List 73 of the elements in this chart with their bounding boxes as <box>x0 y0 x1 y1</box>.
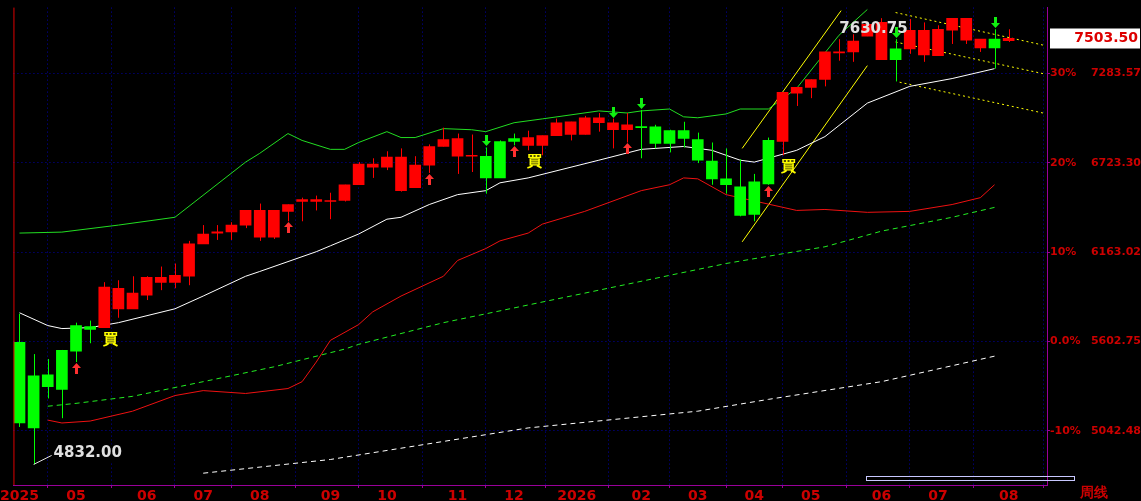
y2-tick-label: 10% <box>1050 245 1077 259</box>
candlestick <box>423 143 436 174</box>
line-series <box>202 355 996 474</box>
x-tick-label: 06 <box>136 487 157 501</box>
candlestick <box>988 28 1001 70</box>
candlestick <box>960 17 973 45</box>
annotation: 買 <box>780 157 797 176</box>
candlestick <box>41 358 54 399</box>
x-tick-label: 07 <box>193 487 213 501</box>
candlestick <box>154 266 167 291</box>
candlestick <box>649 124 662 149</box>
x-tick-label: 12 <box>504 487 524 501</box>
x-tick-label: 2025 <box>0 487 39 501</box>
candlestick <box>578 115 591 136</box>
candlestick <box>564 121 577 141</box>
candlestick <box>197 224 210 245</box>
candlestick <box>169 263 181 289</box>
x-tick-label: 07 <box>928 487 948 501</box>
candlestick <box>112 279 125 319</box>
x-tick-label: 04 <box>744 487 765 501</box>
candlestick <box>140 275 153 301</box>
candlestick <box>804 79 817 99</box>
x-tick-label: 05 <box>66 487 86 501</box>
x-tick-label: 11 <box>447 487 468 501</box>
candlestick <box>437 127 450 147</box>
y-tick-label: 5042.48 <box>1090 423 1141 437</box>
annotation: 4832.00 <box>53 443 122 462</box>
candlestick <box>84 320 96 344</box>
candlestick <box>536 135 549 156</box>
candlestick <box>409 155 421 189</box>
candlestick <box>465 134 478 173</box>
candlestick <box>889 38 902 82</box>
candlestick <box>479 146 492 195</box>
y-tick-label: 6163.02 <box>1090 245 1141 259</box>
y-tick-label: 5602.75 <box>1090 334 1141 348</box>
y-tick-label: 7283.57 <box>1090 66 1141 80</box>
candlestick <box>352 161 365 186</box>
candlestick <box>691 132 704 164</box>
candlestick <box>790 86 803 107</box>
y2-tick-label: 0.0% <box>1050 334 1081 348</box>
x-tick-label: 2026 <box>557 487 597 501</box>
candlestick <box>677 121 690 148</box>
candlestick <box>324 192 337 220</box>
candlestick <box>126 275 139 310</box>
x-tick-label: 08 <box>998 487 1019 501</box>
candlestick <box>946 17 958 45</box>
candlestick <box>720 147 732 195</box>
candlestick <box>451 133 464 175</box>
x-tick-label: 10 <box>377 487 397 501</box>
candlestick <box>635 109 648 159</box>
candlestick <box>706 142 718 186</box>
x-tick-label: 02 <box>631 487 651 501</box>
x-tick-label: 03 <box>688 487 708 501</box>
y-tick-label: 6723.30 <box>1090 155 1141 169</box>
y2-tick-label: -10% <box>1050 423 1081 437</box>
candlestick <box>847 33 860 63</box>
candlestick <box>607 118 619 149</box>
y2-tick-label: 30% <box>1050 66 1077 80</box>
candlestick <box>296 197 308 222</box>
annotation: 買 <box>525 152 542 171</box>
x-tick-label: 05 <box>801 487 821 501</box>
x-tick-label: 08 <box>249 487 270 501</box>
x-tick-label: 09 <box>320 487 341 501</box>
candlestick <box>621 112 633 143</box>
annotation: 買 <box>101 329 118 348</box>
candlestick <box>522 130 535 151</box>
y2-tick-label: 20% <box>1050 155 1077 169</box>
line-series <box>47 206 996 407</box>
text: 周线 <box>1079 483 1108 500</box>
x-tick-label: 06 <box>871 487 892 501</box>
text: 7503.50 <box>1074 29 1139 46</box>
candlestick <box>381 150 393 171</box>
candlestick <box>593 112 605 133</box>
